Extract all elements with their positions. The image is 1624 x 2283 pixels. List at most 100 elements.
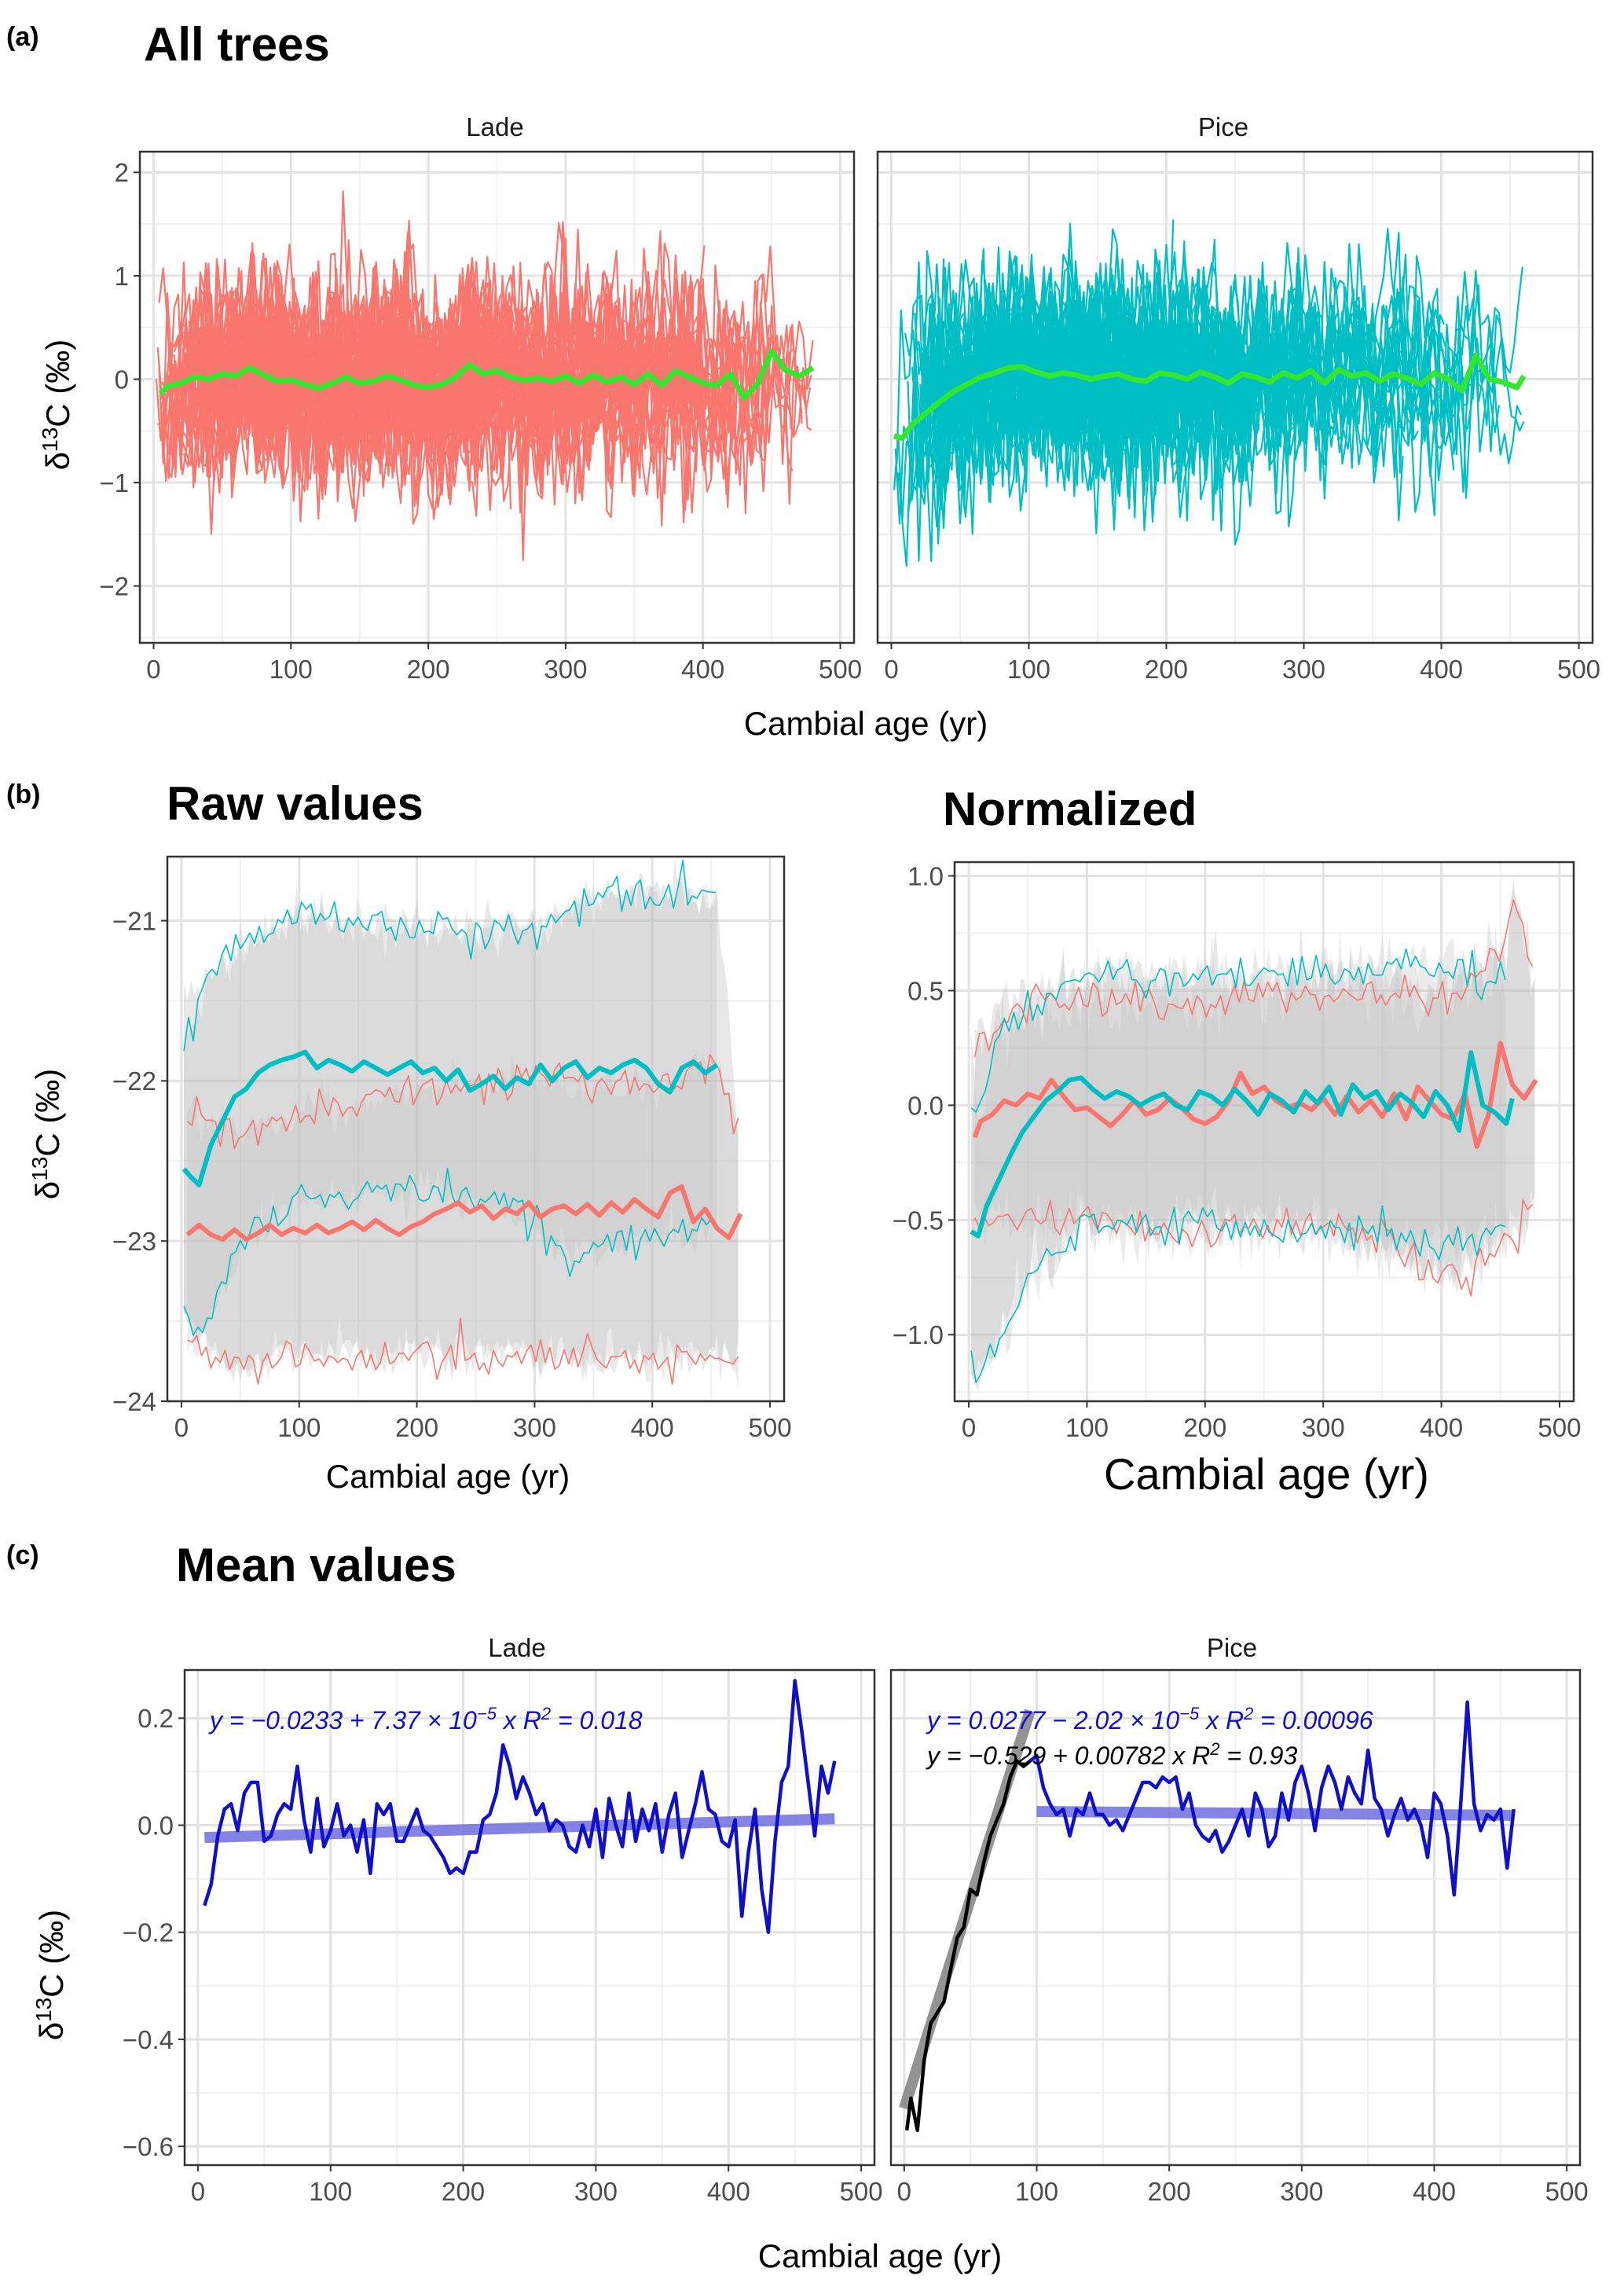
x-tick-label: 300 — [544, 655, 587, 684]
lade-mean-line — [972, 1041, 1538, 1149]
panel-border — [166, 855, 786, 1403]
tree-series-line — [328, 296, 442, 503]
x-tick-label: 500 — [819, 655, 862, 684]
x-tick-label: 200 — [407, 655, 450, 684]
y-axis-label-b: δ13C (‰) — [27, 1069, 66, 1200]
x-tick-label: 100 — [1015, 2177, 1058, 2206]
y-tick-label: −0.2 — [123, 1918, 174, 1947]
x-tick-label: 300 — [513, 1413, 556, 1442]
y-tick-label: −21 — [112, 906, 156, 935]
x-tick-label: 200 — [1145, 655, 1188, 684]
x-tick-label: 400 — [707, 2177, 750, 2206]
y-tick-label: 1 — [115, 262, 129, 291]
combined-range-band — [971, 875, 1535, 1379]
plot-area — [203, 1679, 837, 1934]
svg-text:δ13C (‰): δ13C (‰) — [27, 1069, 66, 1200]
plot-area — [970, 875, 1538, 1393]
pice-range-band — [971, 925, 1507, 1393]
equation-pice-late: y = 0.0277 − 2.02 × 10−5 x R2 = 0.00096 — [926, 1704, 1373, 1734]
y-tick-label: −0.5 — [893, 1206, 944, 1235]
x-tick-label: 300 — [1302, 1413, 1345, 1442]
x-axis-label-b-normalized: Cambial age (yr) — [1104, 1449, 1429, 1499]
tree-series-line — [946, 288, 1215, 483]
y-axis-label-c: δ13C (‰) — [31, 1910, 70, 2041]
lade-trend-line — [204, 1813, 835, 1844]
y-tick-label: −23 — [112, 1227, 156, 1256]
plot-area — [893, 219, 1527, 567]
tree-series-line — [1037, 253, 1494, 493]
x-axis-label-c: Cambial age (yr) — [758, 2237, 1002, 2274]
panel-b-normalized-plot: 0 100 200 300 400 500 −1.0 −0.5 0.0 0.5 1.0 — [893, 861, 1581, 1442]
pice-range-band — [184, 857, 717, 1338]
pice-lower-edge — [183, 1167, 717, 1336]
x-tick-label: 500 — [1538, 1413, 1581, 1442]
y-tick-label: −1.0 — [893, 1320, 944, 1349]
x-tick-label: 400 — [631, 1413, 674, 1442]
x-tick-label: 300 — [1280, 2177, 1323, 2206]
panel-label-c: (c) — [6, 1540, 39, 1570]
panel-b-raw-plot: 0 100 200 300 400 500 −24 −23 −22 −21 — [112, 855, 792, 1442]
pice-upper-edge — [183, 859, 717, 1052]
pice-lower-edge — [970, 1205, 1506, 1384]
grid — [955, 862, 1574, 1401]
svg-text:δ13C (‰): δ13C (‰) — [38, 340, 76, 471]
combined-range-band — [184, 873, 739, 1384]
y-tick-label: 2 — [115, 158, 129, 187]
pice-late-trend-line — [1036, 1806, 1514, 1821]
x-tick-label: 100 — [277, 1413, 321, 1442]
lade-upper-edge — [186, 1054, 739, 1150]
plot-area — [899, 1700, 1516, 2132]
x-tick-label: 300 — [574, 2177, 618, 2206]
panel-border — [953, 861, 1575, 1403]
svg-text:δ13C (‰): δ13C (‰) — [31, 1910, 70, 2041]
facet-strip-pice-a: Pice — [1198, 112, 1248, 141]
panel-c-lade-plot: 0 100 200 300 400 500 −0.6 −0.4 −0.2 0.0 0.2 — [123, 1668, 883, 2206]
y-tick-label: 0.2 — [137, 1704, 174, 1733]
panel-border — [889, 1668, 1582, 2167]
pice-late-mean-line — [1028, 1700, 1516, 1897]
tree-series-line — [1051, 263, 1379, 531]
lade-range-band — [187, 1053, 739, 1389]
plot-area — [181, 857, 743, 1389]
x-tick-label: 500 — [1545, 2177, 1589, 2206]
y-tick-label: −0.6 — [123, 2132, 174, 2161]
pice-early-mean-line — [904, 1759, 1032, 2132]
x-tick-label: 100 — [309, 2177, 352, 2206]
pice-mean-line — [970, 1050, 1515, 1239]
panel-title-b-raw: Raw values — [167, 777, 423, 830]
y-axis-label-a: δ13C (‰) — [38, 340, 76, 471]
pice-upper-edge — [970, 948, 1506, 1113]
x-tick-label: 200 — [1183, 1413, 1226, 1442]
lade-mean-line — [185, 1184, 743, 1242]
x-tick-label: 100 — [1065, 1413, 1109, 1442]
y-tick-label: 1.0 — [907, 861, 944, 890]
lade-lower-edge — [973, 1198, 1533, 1297]
plot-area — [155, 190, 815, 562]
tree-series-line — [926, 228, 1138, 563]
grid — [891, 1670, 1580, 2165]
equation-lade: y = −0.0233 + 7.37 × 10−5 x R2 = 0.018 — [208, 1704, 643, 1734]
x-tick-label: 100 — [269, 655, 313, 684]
x-axis-label-a: Cambial age (yr) — [744, 705, 988, 742]
x-tick-label: 500 — [840, 2177, 883, 2206]
x-tick-label: 200 — [442, 2177, 485, 2206]
panel-title-c: Mean values — [176, 1539, 456, 1591]
y-tick-label: 0.0 — [907, 1091, 944, 1120]
y-tick-label: −1 — [99, 468, 129, 497]
lade-lower-edge — [187, 1317, 739, 1386]
x-tick-label: 0 — [191, 2177, 205, 2206]
panel-title-a: All trees — [144, 18, 330, 71]
facet-strip-pice-c: Pice — [1207, 1633, 1257, 1662]
x-tick-label: 0 — [174, 1413, 189, 1442]
panel-title-b-normalized: Normalized — [943, 783, 1197, 835]
x-tick-label: 100 — [1007, 655, 1050, 684]
facet-strip-lade-c: Lade — [488, 1633, 545, 1662]
x-tick-label: 300 — [1282, 655, 1325, 684]
tree-series-line — [199, 274, 357, 432]
x-tick-label: 0 — [897, 2177, 911, 2206]
y-tick-label: 0.0 — [137, 1811, 174, 1840]
panel-border — [138, 150, 856, 644]
x-tick-label: 500 — [1557, 655, 1600, 684]
x-tick-label: 400 — [1413, 2177, 1456, 2206]
x-tick-label: 200 — [1148, 2177, 1191, 2206]
